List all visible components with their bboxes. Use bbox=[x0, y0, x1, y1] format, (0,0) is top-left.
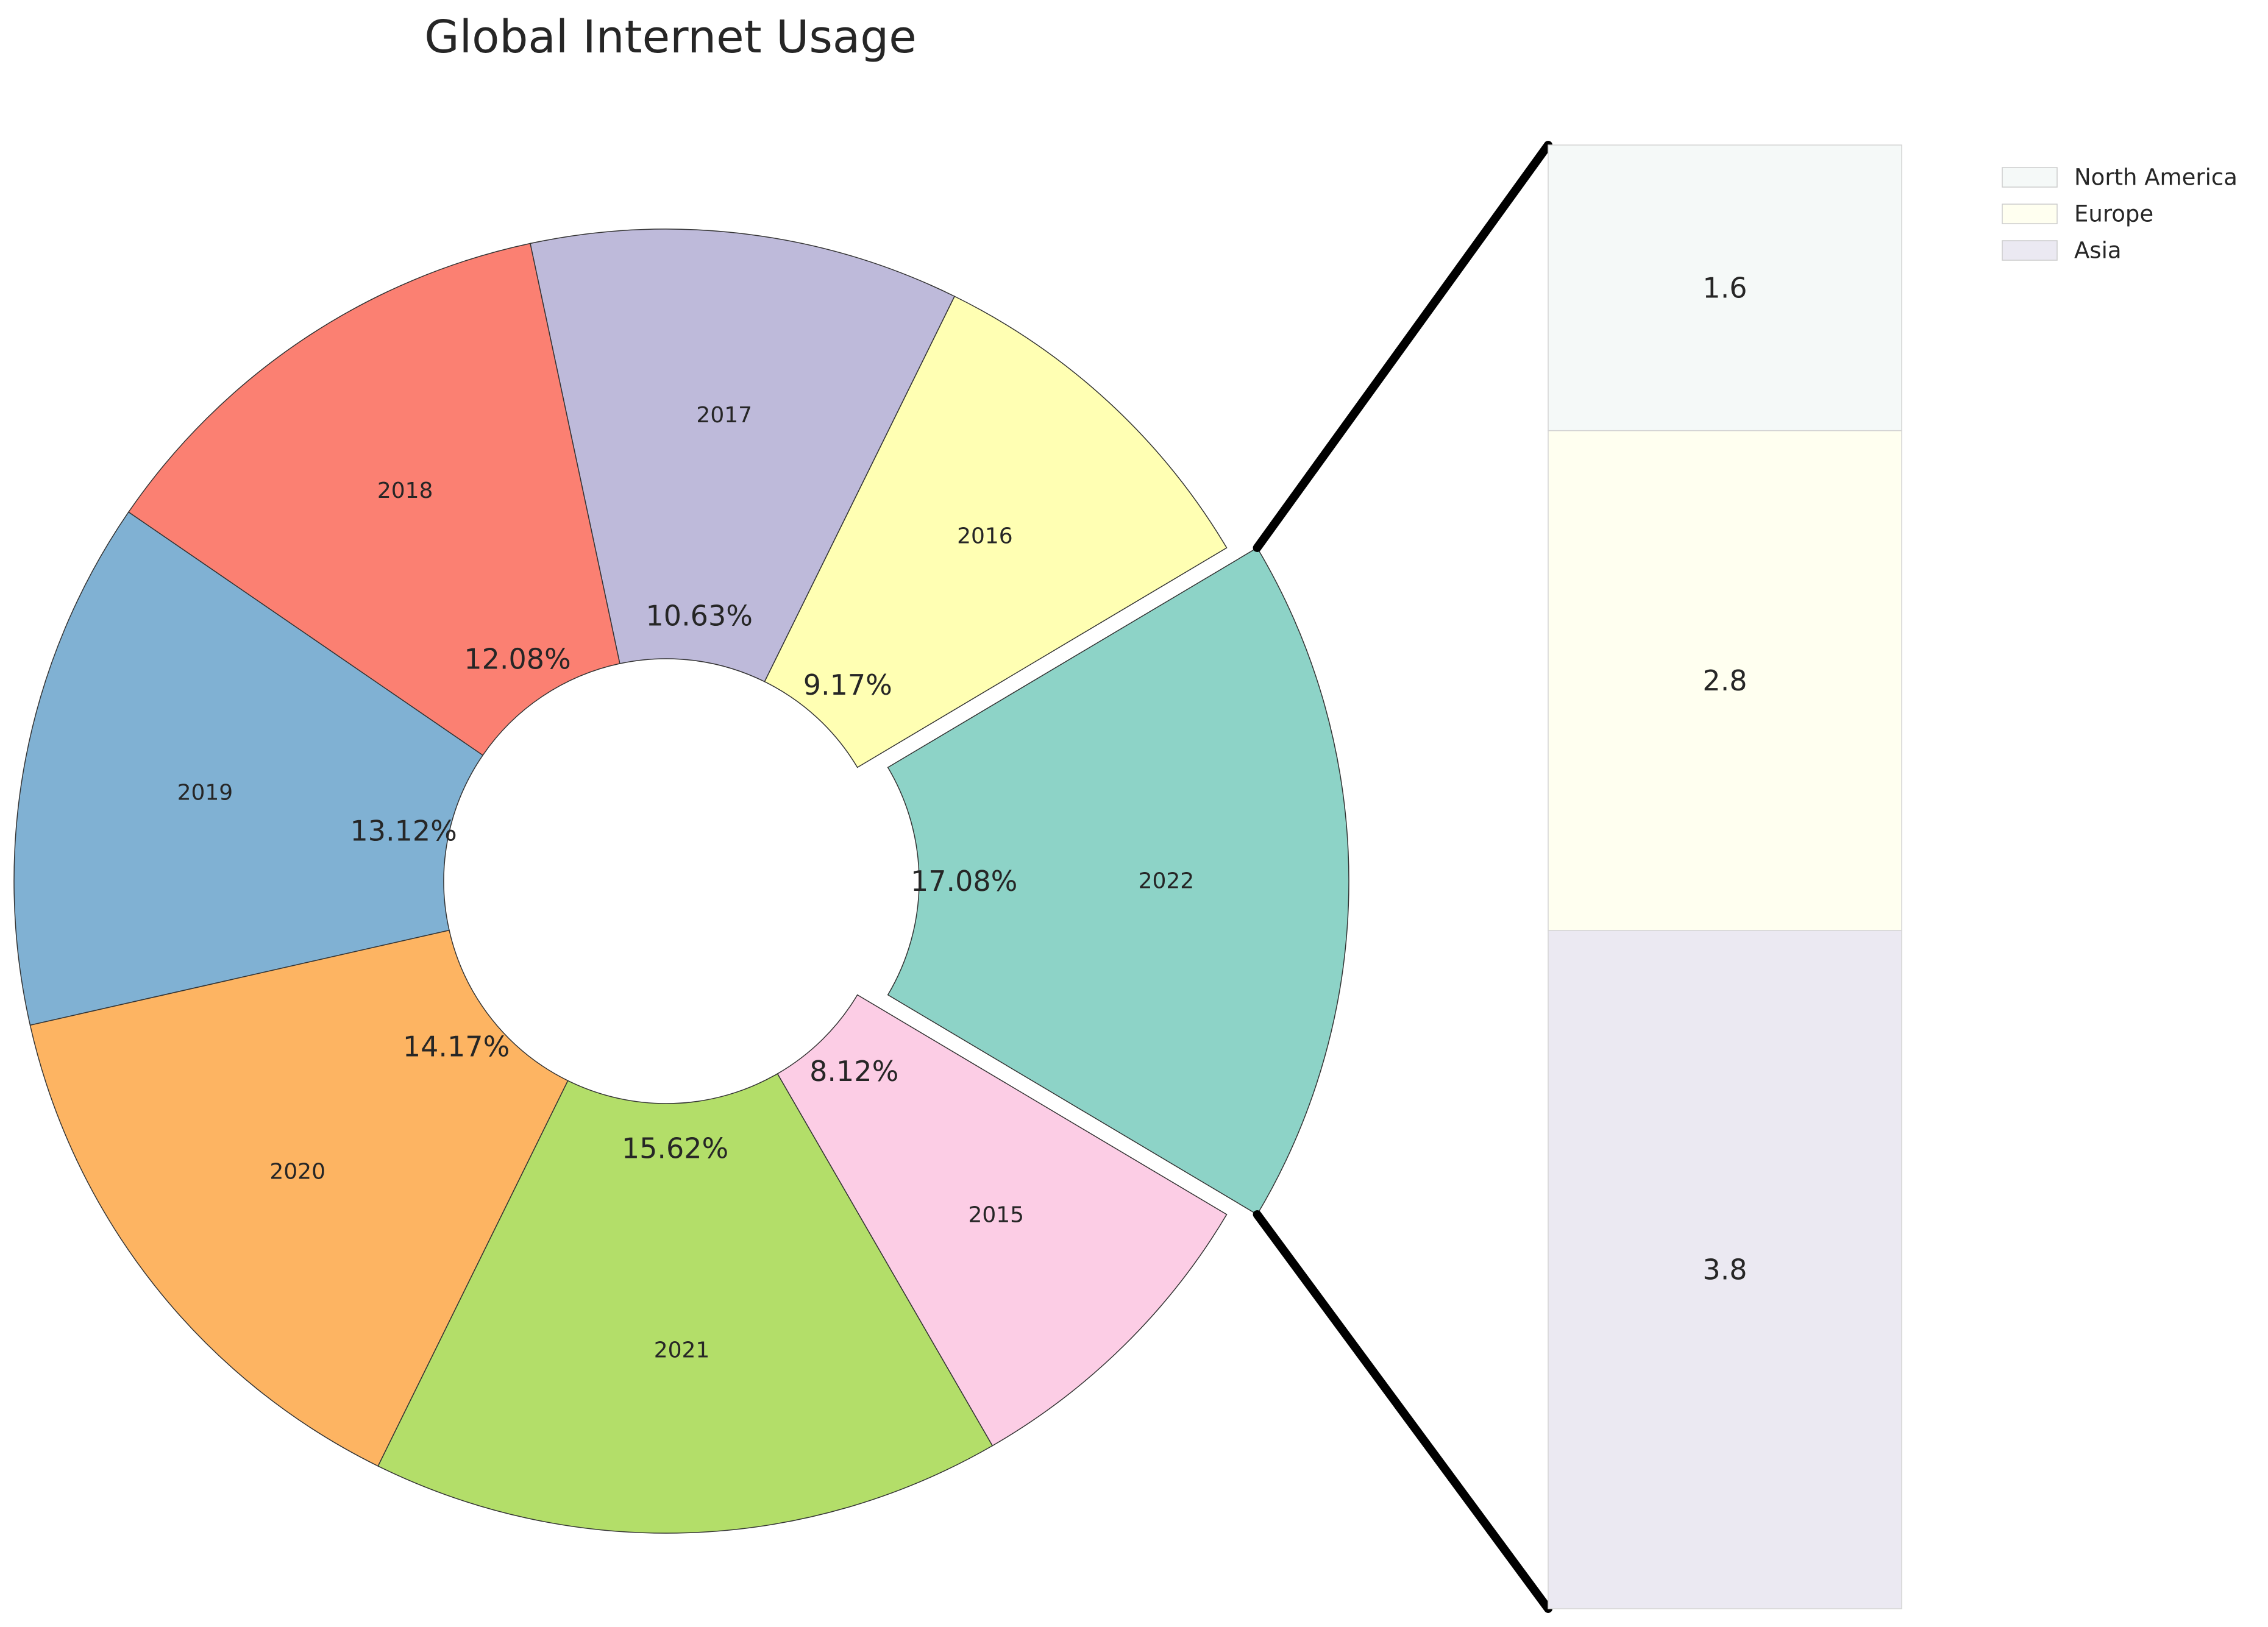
pie-slice-2020 bbox=[29, 929, 569, 1467]
slice-percent-2021: 15.62% bbox=[622, 1132, 728, 1164]
legend-swatch-europe bbox=[2002, 204, 2058, 224]
bar-value-europe: 2.8 bbox=[1702, 664, 1747, 697]
stacked-bar-chart: 3.8 2.8 1.6 bbox=[1548, 144, 1902, 1609]
pie-slice-2019 bbox=[13, 511, 484, 1026]
pie-slice-2018 bbox=[127, 243, 620, 756]
slice-percent-2020: 14.17% bbox=[403, 1030, 510, 1063]
slice-label-2016: 2016 bbox=[957, 524, 1013, 549]
pie-slice-2017 bbox=[530, 229, 956, 682]
legend-label-europe: Europe bbox=[2074, 201, 2153, 227]
slice-percent-2017: 10.63% bbox=[646, 600, 753, 633]
chart-title: Global Internet Usage bbox=[424, 11, 917, 63]
connector-line-top bbox=[1253, 141, 1552, 552]
slice-label-2022: 2022 bbox=[1139, 869, 1195, 894]
connector-lines bbox=[1253, 141, 1552, 1613]
legend-label-asia: Asia bbox=[2074, 238, 2122, 264]
donut-chart: 2022 17.08% 2016 9.17% 2017 10.63% 2018 12.08% 2… bbox=[13, 229, 1349, 1534]
pie-slice-2016 bbox=[764, 296, 1228, 768]
bar-value-north-america: 1.6 bbox=[1702, 271, 1747, 304]
connector-line-bottom bbox=[1253, 1210, 1552, 1613]
slice-percent-2016: 9.17% bbox=[803, 668, 892, 701]
slice-percent-2015: 8.12% bbox=[809, 1055, 898, 1088]
slice-percent-2019: 13.12% bbox=[350, 814, 457, 847]
legend-label-north-america: North America bbox=[2074, 165, 2238, 191]
bar-segment-europe bbox=[1548, 430, 1902, 931]
slice-percent-2018: 12.08% bbox=[464, 642, 571, 675]
slice-label-2020: 2020 bbox=[269, 1160, 325, 1185]
slice-label-2017: 2017 bbox=[696, 403, 752, 428]
bar-value-asia: 3.8 bbox=[1702, 1253, 1747, 1286]
legend-swatch-north-america bbox=[2002, 167, 2058, 188]
slice-label-2018: 2018 bbox=[377, 478, 433, 503]
pie-slice-2022 bbox=[887, 547, 1349, 1216]
legend: North America Europe Asia bbox=[2002, 165, 2238, 264]
bar-segment-asia bbox=[1548, 930, 1902, 1609]
slice-label-2015: 2015 bbox=[968, 1203, 1024, 1228]
pie-slice-2021 bbox=[377, 1073, 994, 1534]
pie-slice-2015 bbox=[777, 994, 1228, 1447]
slice-label-2021: 2021 bbox=[654, 1338, 710, 1363]
bar-segment-north-america bbox=[1548, 144, 1902, 431]
legend-swatch-asia bbox=[2002, 240, 2058, 261]
slice-percent-2022: 17.08% bbox=[911, 865, 1017, 898]
slice-label-2019: 2019 bbox=[177, 780, 233, 805]
